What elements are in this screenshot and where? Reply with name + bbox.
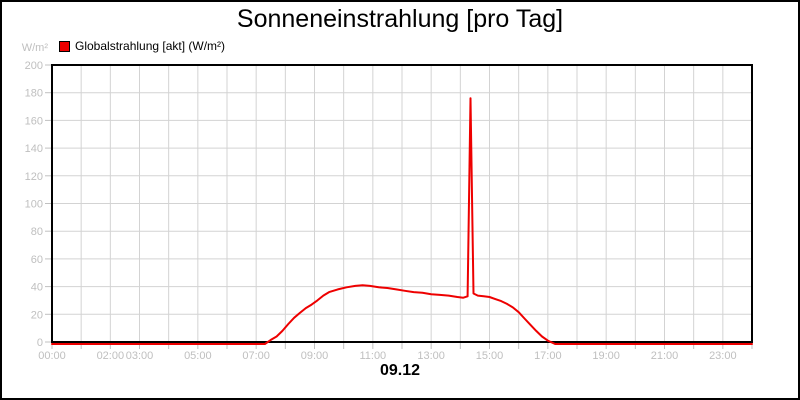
x-axis-tick-label: 15:00 xyxy=(476,350,504,362)
data-series-line xyxy=(51,97,753,345)
y-axis-unit-label: W/m² xyxy=(21,42,48,54)
y-axis-tick-label: 180 xyxy=(25,88,43,100)
x-axis-tick-label: 17:00 xyxy=(534,350,562,362)
y-axis-tick-label: 20 xyxy=(31,309,43,321)
y-axis-tick-label: 100 xyxy=(25,199,43,211)
x-axis-tick-label: 09:00 xyxy=(301,350,329,362)
x-axis-tick-label: 02:00 xyxy=(97,350,125,362)
x-axis-tick-label: 19:00 xyxy=(592,350,620,362)
y-axis-tick-label: 0 xyxy=(37,337,43,349)
y-axis-tick-label: 60 xyxy=(31,254,43,266)
y-axis-tick-label: 140 xyxy=(25,143,43,155)
y-axis-tick-label: 200 xyxy=(25,60,43,72)
y-axis-tick-label: 160 xyxy=(25,115,43,127)
legend: Globalstrahlung [akt] (W/m²) xyxy=(59,39,225,53)
x-axis-tick-label: 03:00 xyxy=(126,350,154,362)
x-axis-tick-label: 11:00 xyxy=(359,350,386,362)
x-axis-date-label: 09.12 xyxy=(379,362,421,379)
chart-title: Sonneneinstrahlung [pro Tag] xyxy=(236,5,564,33)
x-axis-tick-label: 00:00 xyxy=(38,350,66,362)
x-axis-tick-label: 21:00 xyxy=(651,350,679,362)
y-axis-tick-label: 40 xyxy=(31,282,43,294)
y-axis-tick-label: 80 xyxy=(31,226,43,238)
x-axis-tick-label: 13:00 xyxy=(417,350,445,362)
y-axis-tick-label: 120 xyxy=(25,171,43,183)
x-axis-tick-label: 23:00 xyxy=(709,350,737,362)
x-axis-tick-label: 07:00 xyxy=(242,350,270,362)
x-axis-tick-label: 05:00 xyxy=(184,350,212,362)
legend-label: Globalstrahlung [akt] (W/m²) xyxy=(75,39,226,53)
plot-border xyxy=(51,64,753,343)
legend-marker-icon xyxy=(59,40,70,52)
